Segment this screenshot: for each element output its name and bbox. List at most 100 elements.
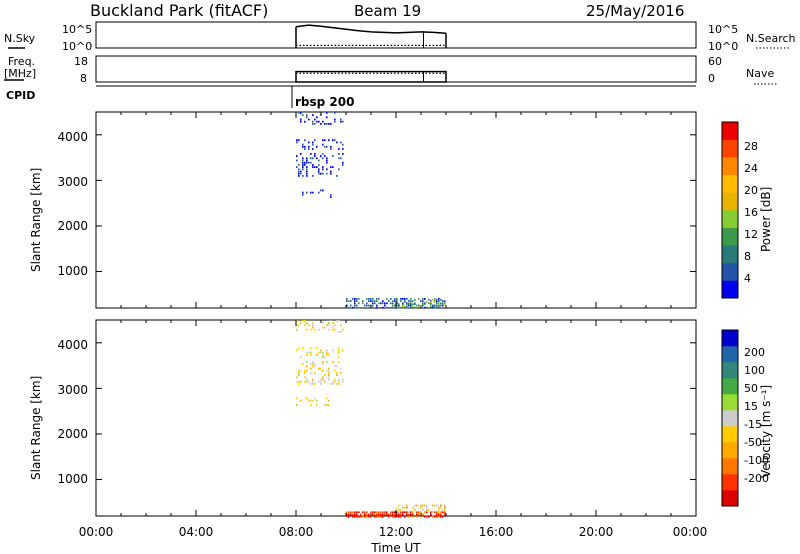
data-cell bbox=[328, 353, 330, 356]
data-cell bbox=[402, 305, 404, 308]
data-cell bbox=[336, 175, 338, 177]
data-cell bbox=[412, 506, 414, 509]
power-cells bbox=[296, 112, 446, 309]
data-cell bbox=[310, 157, 312, 160]
data-cell bbox=[330, 193, 332, 196]
data-cell bbox=[318, 328, 320, 331]
data-cell bbox=[328, 378, 330, 381]
data-cell bbox=[440, 298, 442, 301]
colorbar-swatch bbox=[722, 192, 738, 211]
data-cell bbox=[310, 363, 312, 365]
data-cell bbox=[328, 404, 330, 406]
data-cell bbox=[410, 511, 412, 514]
data-cell bbox=[370, 298, 372, 300]
data-cell bbox=[408, 304, 410, 307]
nave-tick-top: 60 bbox=[708, 55, 722, 68]
data-cell bbox=[400, 515, 402, 518]
data-cell bbox=[406, 513, 408, 516]
data-cell bbox=[324, 123, 326, 125]
x-tick-0400: 04:00 bbox=[179, 525, 214, 539]
data-cell bbox=[346, 300, 348, 302]
data-cell bbox=[422, 298, 424, 301]
data-cell bbox=[304, 120, 306, 123]
data-cell bbox=[312, 166, 314, 168]
date-label: 25/May/2016 bbox=[586, 2, 684, 20]
data-cell bbox=[420, 515, 422, 518]
data-cell bbox=[302, 114, 304, 116]
data-cell bbox=[300, 380, 302, 383]
data-cell bbox=[382, 300, 384, 302]
data-cell bbox=[340, 331, 342, 333]
data-cell bbox=[398, 515, 400, 518]
data-cell bbox=[322, 376, 324, 379]
data-cell bbox=[312, 399, 314, 402]
data-cell bbox=[398, 511, 400, 513]
data-cell bbox=[310, 404, 312, 406]
power-ylabel: Slant Range [km] bbox=[29, 168, 43, 272]
data-cell bbox=[414, 509, 416, 511]
data-cell bbox=[312, 148, 314, 150]
data-cell bbox=[326, 324, 328, 327]
data-cell bbox=[408, 515, 410, 518]
data-cell bbox=[398, 504, 400, 507]
data-cell bbox=[308, 141, 310, 144]
data-cell bbox=[396, 298, 398, 301]
data-cell bbox=[346, 515, 348, 518]
data-cell bbox=[312, 141, 314, 144]
data-cell bbox=[312, 114, 314, 116]
data-cell bbox=[382, 511, 384, 514]
data-cell bbox=[380, 511, 382, 514]
data-cell bbox=[324, 380, 326, 383]
data-cell bbox=[356, 304, 358, 307]
data-cell bbox=[364, 515, 366, 518]
data-cell bbox=[308, 161, 310, 164]
data-cell bbox=[296, 376, 298, 379]
data-cell bbox=[422, 303, 424, 306]
data-cell bbox=[334, 369, 336, 372]
freq-tick-bottom: 8 bbox=[80, 72, 87, 85]
data-cell bbox=[314, 328, 316, 331]
data-cell bbox=[298, 164, 300, 166]
data-cell bbox=[354, 515, 356, 518]
colorbar-swatch bbox=[722, 280, 738, 299]
data-cell bbox=[350, 513, 352, 516]
data-cell bbox=[320, 155, 322, 157]
data-cell bbox=[402, 298, 404, 300]
data-cell bbox=[320, 172, 322, 175]
data-cell bbox=[406, 305, 408, 308]
data-cell bbox=[350, 511, 352, 514]
data-cell bbox=[386, 513, 388, 516]
data-cell bbox=[382, 306, 384, 309]
data-cell bbox=[410, 304, 412, 307]
data-cell bbox=[356, 298, 358, 300]
data-cell bbox=[322, 326, 324, 329]
data-cell bbox=[418, 305, 420, 308]
data-cell bbox=[312, 120, 314, 123]
data-cell bbox=[372, 511, 374, 514]
data-cell bbox=[318, 168, 320, 171]
data-cell bbox=[314, 118, 316, 121]
data-cell bbox=[306, 166, 308, 168]
data-cell bbox=[440, 511, 442, 514]
data-cell bbox=[370, 511, 372, 514]
data-cell bbox=[346, 511, 348, 514]
nsky-tick-top: 10^5 bbox=[62, 23, 92, 36]
data-cell bbox=[316, 353, 318, 356]
data-cell bbox=[298, 347, 300, 350]
data-cell bbox=[326, 145, 328, 148]
data-cell bbox=[366, 511, 368, 514]
data-cell bbox=[328, 399, 330, 402]
data-cell bbox=[364, 511, 366, 514]
x-tick-1600: 16:00 bbox=[479, 525, 514, 539]
data-cell bbox=[406, 303, 408, 306]
data-cell bbox=[376, 298, 378, 300]
data-cell bbox=[332, 155, 334, 157]
data-cell bbox=[318, 351, 320, 354]
data-cell bbox=[432, 511, 434, 513]
data-cell bbox=[376, 304, 378, 307]
data-cell bbox=[296, 380, 298, 383]
nsky-right-tick-bottom: 10^0 bbox=[708, 40, 738, 53]
colorbar-swatch bbox=[722, 394, 738, 411]
data-cell bbox=[308, 148, 310, 150]
data-cell bbox=[392, 300, 394, 302]
